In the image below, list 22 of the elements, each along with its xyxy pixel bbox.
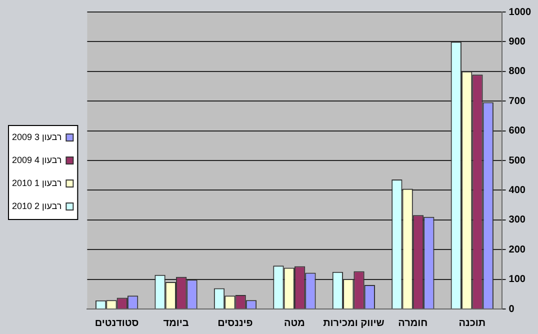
y-tick-label: 700 <box>508 96 526 107</box>
y-tick-label: 900 <box>508 36 526 48</box>
y-tick-label: 600 <box>508 126 526 137</box>
x-tick-label: חומרה <box>398 318 428 329</box>
legend-label: רבעון 1 2010 <box>12 178 62 188</box>
y-tick-label: 0 <box>508 304 515 315</box>
x-tick-label: סטודנטים <box>94 318 139 329</box>
x-tick-label: ביומד <box>163 318 190 329</box>
x-tick-label: שיווק ומכירות <box>323 318 384 329</box>
y-tick-label: 300 <box>508 214 526 226</box>
y-tick-label: 500 <box>508 155 526 166</box>
legend-label: רבעון 4 2009 <box>12 154 62 165</box>
x-tick-label: פיננסים <box>218 318 253 329</box>
legend-label: רבעון 3 2009 <box>12 132 62 142</box>
y-tick-label: 400 <box>508 184 526 196</box>
x-tick-label: תוכנה <box>458 318 486 329</box>
y-tick-label: 100 <box>508 274 526 286</box>
y-tick-label: 800 <box>508 66 526 78</box>
legend-label: רבעון 2 2010 <box>12 200 62 211</box>
y-tick-label: 1000 <box>508 6 532 18</box>
y-tick-label: 200 <box>508 244 526 256</box>
x-tick-label: מטה <box>284 318 305 329</box>
